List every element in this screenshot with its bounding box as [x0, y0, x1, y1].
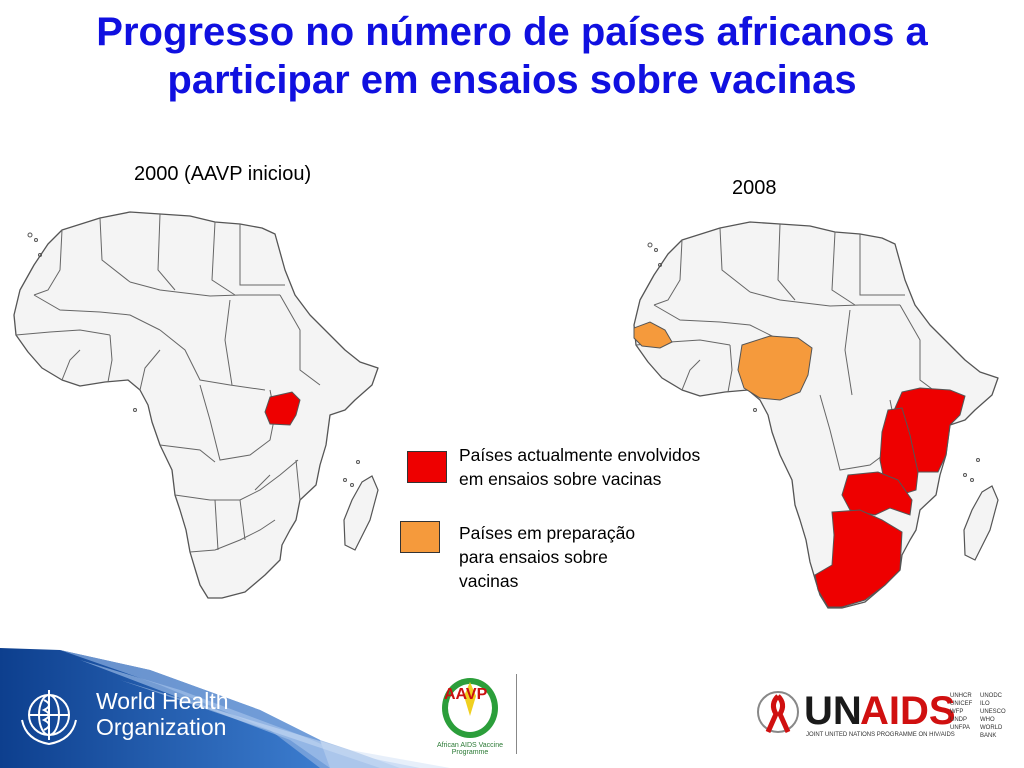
preparing-countries-2008 [633, 321, 813, 401]
aavp-caption: African AIDS Vaccine Programme [436, 742, 503, 756]
unaids-agencies-col-2: UNODC ILO UNESCO WHO WORLD BANK [980, 692, 1016, 740]
madagascar-2000 [343, 475, 379, 551]
madagascar-2008 [963, 485, 999, 561]
agency: UNHCR [950, 693, 972, 699]
agency: UNDP [950, 717, 968, 723]
participating-countries-2008 [814, 387, 966, 608]
agency: WFP [950, 709, 964, 715]
red-ribbon-icon [757, 691, 799, 734]
agency: UNFPA [950, 725, 970, 731]
unaids-logo: UN AIDS JOINT UNITED NATIONS PROGRAMME O… [754, 688, 1016, 744]
africa-map-2000 [13, 211, 379, 599]
legend-swatch-participating [407, 451, 447, 483]
unaids-tagline: JOINT UNITED NATIONS PROGRAMME ON HIV/AI… [806, 732, 955, 738]
agency: UNODC [980, 693, 1002, 699]
agency: UNICEF [950, 701, 973, 707]
legend-text-preparing: Países em preparação para ensaios sobre … [459, 523, 636, 591]
africa-outline-2000 [13, 211, 379, 599]
unaids-un: UN [804, 689, 862, 733]
who-name-line-2: Organization [96, 714, 227, 740]
agency: WHO [980, 717, 995, 723]
footer-band [0, 648, 450, 768]
islands-2000 [27, 232, 360, 487]
unaids-aids: AIDS [860, 689, 956, 733]
agency: UNESCO [980, 709, 1006, 715]
uganda-tanzania-2008-marked [879, 407, 919, 496]
uganda-2000-marked [264, 391, 301, 426]
senegal-2008-marked [633, 321, 673, 349]
who-emblem-icon [21, 690, 77, 746]
title-line-2: participar em ensaios sobre vacinas [167, 58, 857, 102]
aavp-text: AAVP [444, 686, 488, 703]
country-borders-2008 [635, 223, 941, 471]
agency: WORLD BANK [980, 725, 1003, 739]
unaids-agencies-col-1: UNHCR UNICEF WFP UNDP UNFPA [950, 692, 972, 732]
aavp-emblem-icon [442, 678, 498, 738]
islands-2008 [647, 242, 980, 482]
map-2000-label: 2000 (AAVP iniciou) [134, 163, 312, 185]
map-2008-label: 2008 [732, 177, 777, 199]
agency: ILO [980, 701, 990, 707]
page-title: Progresso no número de países africanos … [0, 8, 1024, 104]
nigeria-2008-marked [737, 335, 813, 401]
who-name-line-1: World Health [96, 688, 229, 714]
south-africa-botswana-2008-marked [814, 509, 903, 608]
legend-text-participating: Países actualmente envolvidos em ensaios… [459, 445, 701, 489]
africa-map-2008 [633, 221, 999, 609]
title-line-1: Progresso no número de países africanos … [96, 10, 928, 54]
legend-swatch-preparing [400, 521, 440, 553]
zambia-malawi-2008-marked [841, 471, 913, 516]
aavp-logo: AAVP African AIDS Vaccine Programme [424, 674, 517, 756]
